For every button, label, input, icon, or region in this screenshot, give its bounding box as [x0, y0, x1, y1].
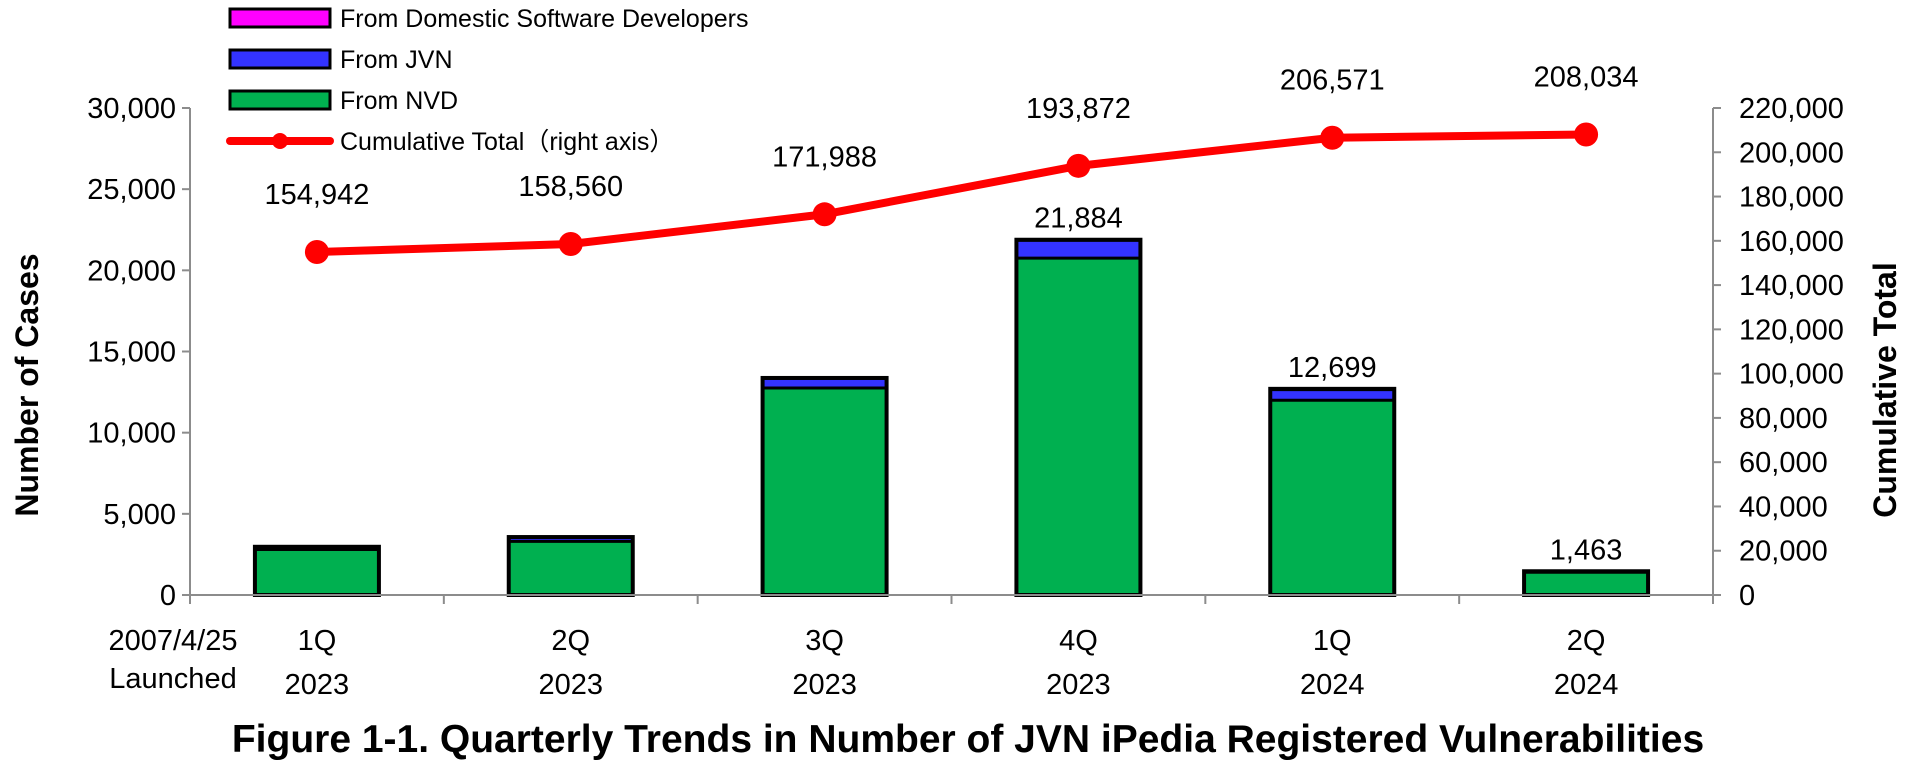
- y2-tick-label: 120,000: [1739, 314, 1844, 346]
- bar-total-label: 21,884: [1034, 203, 1123, 235]
- legend-label: From NVD: [340, 87, 458, 115]
- legend-marker: [272, 133, 288, 149]
- axes-layer: 0 5,000 10,000 15,000 20,000 25,000 30,000 0 20,…: [87, 93, 1844, 701]
- cumulative-point: [1066, 153, 1091, 178]
- legend: From Domestic Software Developers From JV…: [226, 5, 748, 156]
- x-tick-label-year: 2024: [1300, 669, 1365, 701]
- line-layer: [304, 122, 1599, 265]
- cumulative-point: [558, 232, 583, 257]
- y-tick-label: 15,000: [87, 337, 176, 369]
- legend-swatch: [228, 7, 332, 29]
- y2-tick-label: 0: [1739, 580, 1755, 612]
- bar-segment: [508, 537, 633, 542]
- cumulative-point: [1320, 125, 1345, 150]
- bar-segment: [1270, 389, 1395, 401]
- bar-segment: [1270, 400, 1395, 595]
- legend-label: From Domestic Software Developers: [340, 5, 748, 33]
- cumulative-point: [1574, 122, 1599, 147]
- bar-total-label: 1,463: [1550, 534, 1623, 566]
- bar-segment: [1016, 240, 1141, 259]
- y2-axis-title: Cumulative Total: [1867, 262, 1903, 517]
- bar-segment: [1016, 258, 1141, 595]
- x-tick-label-year: 2023: [1046, 669, 1111, 701]
- x-tick-label-quarter: 1Q: [298, 625, 337, 657]
- y2-tick-label: 140,000: [1739, 270, 1844, 302]
- cumulative-data-label: 158,560: [518, 171, 623, 203]
- legend-swatch: [228, 48, 332, 70]
- y2-tick-label: 20,000: [1739, 536, 1828, 568]
- y2-tick-label: 80,000: [1739, 403, 1828, 435]
- labels-layer: 154,942 158,560 171,988 193,872 206,571 208,0…: [265, 61, 1639, 566]
- cumulative-data-label: 154,942: [265, 179, 370, 211]
- chart-title: Figure 1-1. Quarterly Trends in Number o…: [232, 718, 1704, 761]
- y2-tick-label: 220,000: [1739, 93, 1844, 125]
- bar-segment: [508, 541, 633, 595]
- bar-segment: [254, 549, 379, 595]
- cumulative-data-label: 206,571: [1280, 65, 1385, 97]
- y-tick-label: 20,000: [87, 255, 176, 287]
- y2-tick-label: 40,000: [1739, 491, 1828, 523]
- x-tick-label-year: 2023: [285, 669, 350, 701]
- x-tick-label-year: 2024: [1554, 669, 1619, 701]
- bar-total-label: 12,699: [1288, 352, 1377, 384]
- y-axis-title: Number of Cases: [9, 253, 45, 516]
- legend-label: From JVN: [340, 46, 453, 74]
- y2-tick-label: 180,000: [1739, 182, 1844, 214]
- bar-segment: [762, 378, 887, 389]
- launch-note-line2: Launched: [109, 663, 236, 695]
- y2-tick-label: 100,000: [1739, 359, 1844, 391]
- y-tick-label: 0: [160, 580, 176, 612]
- legend-swatch: [228, 89, 332, 111]
- y-tick-label: 25,000: [87, 174, 176, 206]
- launch-note-line1: 2007/4/25: [108, 625, 237, 657]
- x-tick-label-quarter: 2Q: [551, 625, 590, 657]
- cumulative-line: [312, 130, 1591, 257]
- y2-tick-label: 160,000: [1739, 226, 1844, 258]
- y2-tick-label: 60,000: [1739, 447, 1828, 479]
- cumulative-data-label: 193,872: [1026, 93, 1131, 125]
- x-tick-label-year: 2023: [538, 669, 603, 701]
- y-tick-label: 5,000: [103, 499, 176, 531]
- legend-label: Cumulative Total（right axis）: [340, 128, 674, 156]
- x-tick-label-quarter: 1Q: [1313, 625, 1352, 657]
- y2-tick-label: 200,000: [1739, 137, 1844, 169]
- cumulative-data-label: 208,034: [1534, 61, 1639, 93]
- y-tick-label: 10,000: [87, 418, 176, 450]
- x-tick-label-quarter: 2Q: [1567, 625, 1606, 657]
- x-tick-label-year: 2023: [792, 669, 857, 701]
- x-tick-label-quarter: 4Q: [1059, 625, 1098, 657]
- y-tick-label: 30,000: [87, 93, 176, 125]
- bar-segment: [1524, 572, 1649, 595]
- bar-segment: [762, 388, 887, 595]
- cumulative-point: [812, 202, 837, 227]
- cumulative-point: [304, 240, 329, 265]
- cumulative-data-label: 171,988: [772, 141, 877, 173]
- x-tick-label-quarter: 3Q: [805, 625, 844, 657]
- bars-layer: [252, 237, 1651, 598]
